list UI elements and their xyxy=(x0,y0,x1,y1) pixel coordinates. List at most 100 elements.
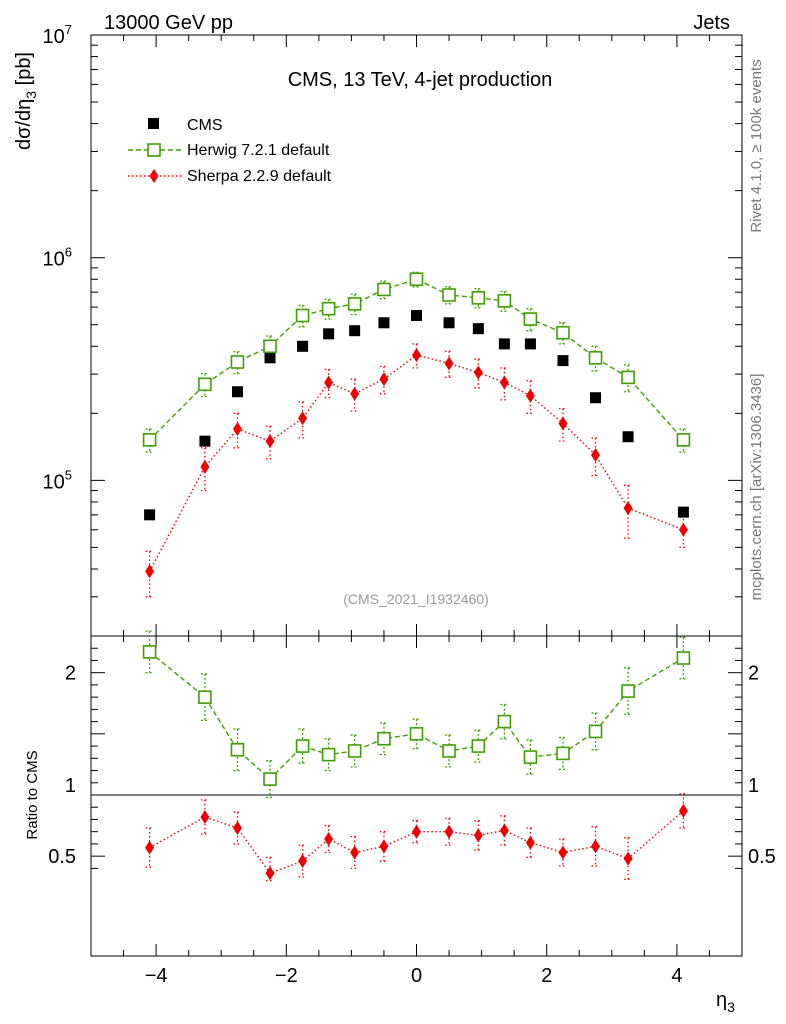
sherpa-ratio-point xyxy=(473,828,483,843)
sherpa-ratio-point xyxy=(350,845,360,860)
sherpa-ratio-point xyxy=(200,810,210,825)
herwig-data-point xyxy=(588,351,603,365)
y-tick-label-base: 10 xyxy=(43,471,65,493)
x-tick-label: 4 xyxy=(671,965,682,987)
herwig-ratio-point xyxy=(347,744,362,758)
sherpa-ratio-point xyxy=(558,845,568,860)
legend-cms-label: CMS xyxy=(187,117,223,134)
herwig-ratio-point xyxy=(377,731,391,746)
sherpa-data-point xyxy=(324,375,334,390)
y-tick-label-base: 10 xyxy=(43,249,65,271)
ratio-tick-label: 0.5 xyxy=(48,846,76,868)
sherpa-data-point xyxy=(298,411,308,426)
legend: CMS Herwig 7.2.1 default Sherpa 2.2.9 de… xyxy=(128,117,332,185)
y-tick-label: 105 xyxy=(43,467,72,493)
cms-data-point xyxy=(472,323,484,335)
cms-data-point xyxy=(349,325,361,337)
cms-data-point xyxy=(378,317,390,329)
y-tick-label: 107 xyxy=(43,22,72,48)
cms-data-point xyxy=(524,338,536,350)
herwig-data-point xyxy=(198,377,212,392)
sherpa-data-point xyxy=(265,434,275,449)
y-axis-label-prefix: dσ/dη xyxy=(13,99,35,150)
herwig-data-point xyxy=(295,308,310,323)
herwig-data-point xyxy=(676,433,691,447)
rivet-version-label: Rivet 4.1.0, ≥ 100k events xyxy=(748,59,765,232)
y-tick-label: 106 xyxy=(43,245,72,271)
herwig-ratio-point xyxy=(471,739,486,753)
cms-data-point xyxy=(443,317,455,329)
sherpa-data-point xyxy=(444,356,454,371)
herwig-data-point xyxy=(230,355,245,369)
data-layer xyxy=(142,271,691,882)
sherpa-data-point xyxy=(412,348,421,363)
chart-title: CMS, 13 TeV, 4-jet production xyxy=(288,69,553,91)
sherpa-data-point xyxy=(591,447,601,462)
herwig-ratio-point xyxy=(497,714,512,729)
header-beam-label: 13000 GeV pp xyxy=(104,12,233,34)
cms-data-point xyxy=(264,352,276,364)
cms-data-point xyxy=(144,509,156,521)
x-axis-label-main: η xyxy=(716,989,727,1011)
sherpa-ratio-point xyxy=(412,824,421,839)
herwig-data-point xyxy=(621,370,635,385)
x-axis-label-sub: 3 xyxy=(727,999,735,1015)
cms-data-point xyxy=(199,435,211,447)
legend-sherpa-label: Sherpa 2.2.9 default xyxy=(187,168,332,185)
sherpa-data-point xyxy=(379,372,389,387)
herwig-data-point xyxy=(377,282,391,297)
cms-data-point xyxy=(557,355,569,367)
herwig-ratio-point xyxy=(198,690,212,704)
herwig-data-point xyxy=(471,291,486,305)
herwig-data-point xyxy=(142,433,157,447)
herwig-data-point xyxy=(409,272,424,287)
sherpa-ratio-point xyxy=(298,854,308,869)
herwig-ratio-point xyxy=(442,744,456,758)
sherpa-ratio-point xyxy=(265,866,275,881)
sherpa-ratio-point xyxy=(499,823,509,838)
herwig-data-point xyxy=(442,288,456,302)
ratio-tick-label-right: 2 xyxy=(748,663,759,685)
herwig-ratio-line xyxy=(149,651,684,781)
sherpa-ratio-point xyxy=(379,839,389,854)
cms-data-point xyxy=(297,340,309,352)
sherpa-ratio-point xyxy=(591,839,601,854)
herwig-ratio-point xyxy=(556,746,570,761)
y-axis-label: dσ/dη3 [pb] xyxy=(13,52,39,150)
herwig-ratio-point xyxy=(523,750,538,764)
sherpa-data-point xyxy=(499,375,509,390)
sherpa-ratio-point xyxy=(145,840,155,855)
y-tick-label-exp: 6 xyxy=(65,245,72,260)
x-tick-label: 2 xyxy=(541,965,552,987)
legend-cms-marker xyxy=(148,118,159,129)
analysis-label: (CMS_2021_I1932460) xyxy=(343,591,489,607)
sherpa-data-point xyxy=(145,564,155,579)
herwig-data-point xyxy=(556,325,570,340)
y-axis-label-suffix: [pb] xyxy=(13,52,35,91)
cms-data-point xyxy=(323,328,335,340)
cms-data-point xyxy=(498,338,510,350)
ratio-tick-label-right: 1 xyxy=(748,775,759,797)
x-axis-label: η3 xyxy=(716,989,735,1015)
herwig-line xyxy=(149,278,684,441)
herwig-ratio-point xyxy=(621,684,635,698)
cms-data-point xyxy=(677,506,689,518)
sherpa-ratio-point xyxy=(678,803,688,818)
legend-sherpa-marker xyxy=(149,169,159,183)
sherpa-data-point xyxy=(473,365,483,380)
herwig-data-point xyxy=(321,301,336,316)
ratio-tick-label-right: 0.5 xyxy=(748,846,776,868)
y-tick-label-base: 10 xyxy=(43,26,65,48)
herwig-data-point xyxy=(497,294,512,308)
cms-data-point xyxy=(411,309,422,321)
sherpa-ratio-point xyxy=(232,821,242,836)
ratio-axis-label: Ratio to CMS xyxy=(24,750,41,839)
sherpa-data-point xyxy=(678,522,688,537)
sherpa-data-point xyxy=(525,388,535,403)
sherpa-data-point xyxy=(350,386,360,401)
sherpa-ratio-point xyxy=(324,832,334,847)
herwig-data-point xyxy=(523,312,538,326)
x-tick-label: −4 xyxy=(145,965,168,987)
herwig-ratio-point xyxy=(409,727,424,741)
